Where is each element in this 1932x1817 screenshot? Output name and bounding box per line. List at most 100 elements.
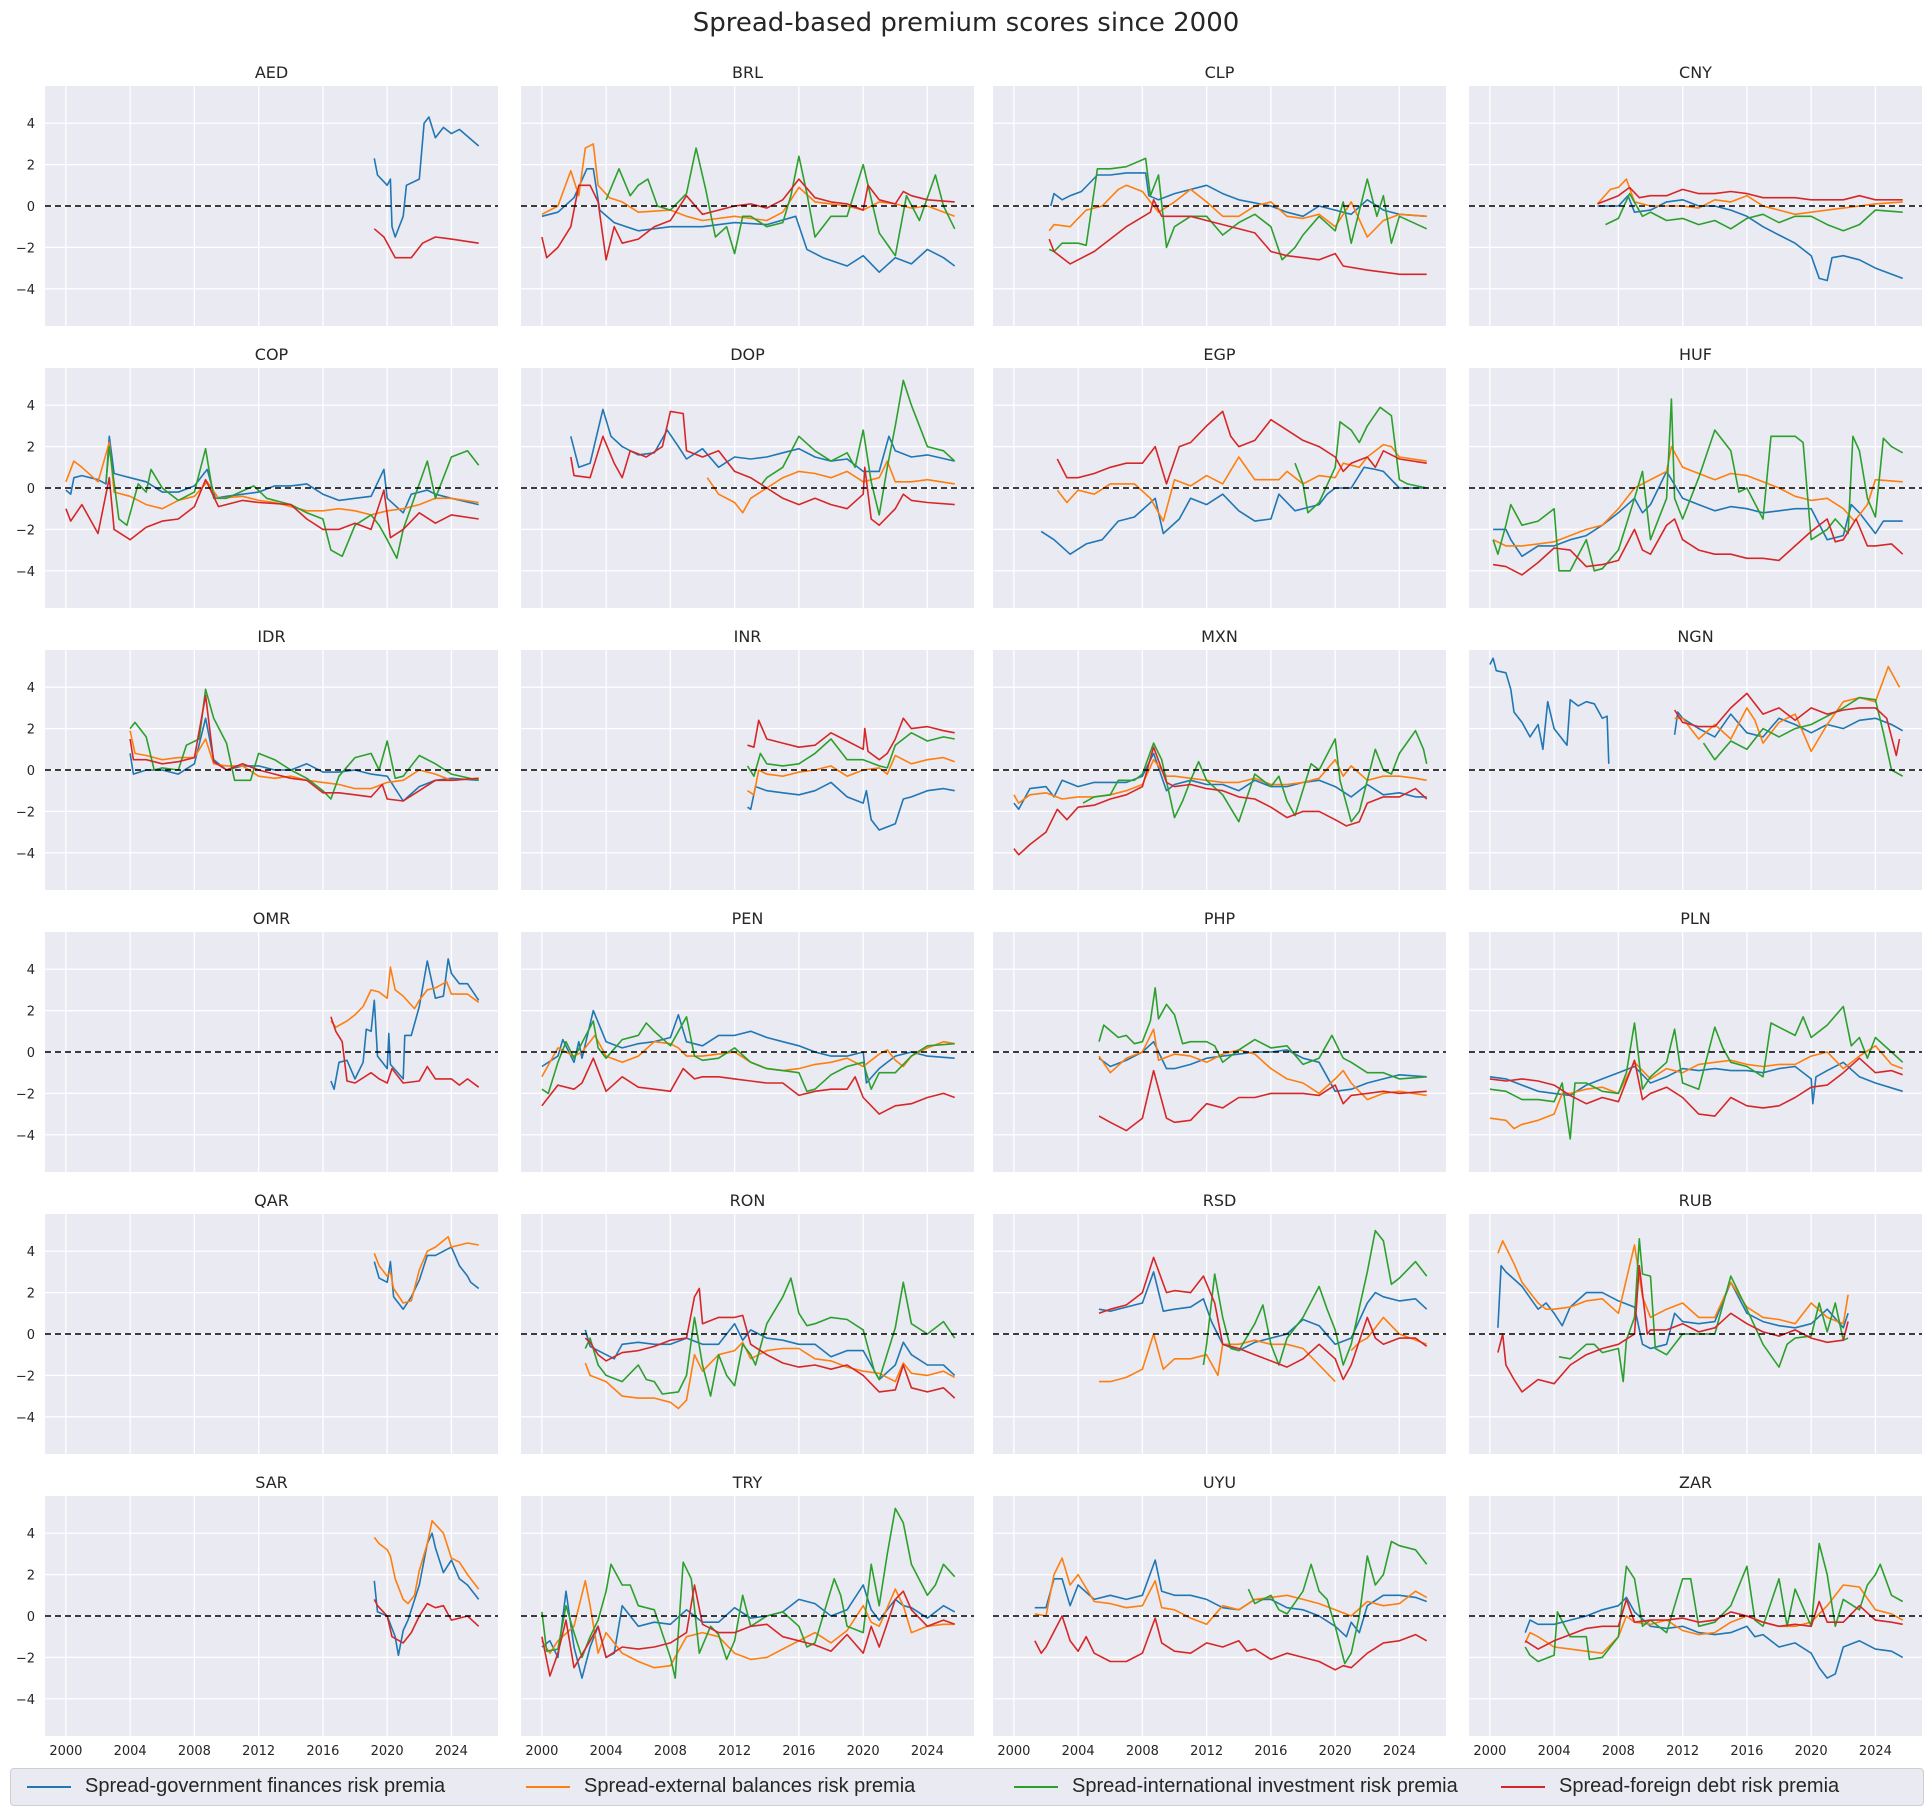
legend-label-gov: Spread-government finances risk premia [85,1775,446,1797]
series-line-gov [1034,1559,1427,1638]
panel-title: ZAR [1679,1473,1712,1492]
legend: Spread-government finances risk premia S… [10,1768,1924,1806]
x-tick-label: 2004 [1062,1744,1095,1759]
y-tick-label: 2 [27,723,35,738]
y-tick-label: 2 [27,1005,35,1020]
series-line-ext [1056,443,1427,522]
legend-swatch-intl [1014,1785,1058,1788]
panel-uyu: UYU 2000 2004 2008 2012 2016 2020 2024 [993,1473,1446,1759]
series-line-ext [1098,1028,1427,1101]
legend-item-intl: Spread-international investment risk pre… [1014,1775,1458,1798]
x-tick-label: 2008 [1602,1744,1635,1759]
y-tick-label: −2 [16,241,35,256]
y-tick-label: 4 [27,963,35,978]
y-tick-label: −2 [16,805,35,820]
series-line-ext [1034,1557,1428,1626]
x-tick-label: 2024 [1859,1744,1892,1759]
panel-idr: IDR −4 −2 0 2 4 [16,627,498,890]
y-tick-label: −4 [16,565,35,580]
series-line-intl [1294,406,1427,514]
series-line-gov [1497,1264,1849,1350]
x-tick-label: 2016 [782,1744,815,1759]
series-line-ext [1489,1045,1903,1130]
x-tick-label: 2008 [1126,1744,1159,1759]
series-line-gov [1098,1271,1428,1352]
x-tick-label: 2004 [590,1744,623,1759]
panel-omr: OMR −4 −2 0 2 4 [16,909,498,1172]
panel-egp: EGP [993,345,1446,608]
y-tick-label: 4 [27,117,35,132]
panel-try: TRY 2000 2004 2008 2012 2016 2020 2024 [521,1473,974,1759]
legend-label-intl: Spread-international investment risk pre… [1072,1775,1458,1797]
panel-title: NGN [1677,627,1713,646]
series-line-gov [1050,172,1427,218]
x-tick-label: 2020 [847,1744,880,1759]
panel-title: RUB [1679,1191,1713,1210]
series-line-gov [584,1322,956,1381]
series-line-gov [541,168,956,273]
series-line-ext [129,730,479,790]
panel-title: IDR [257,627,285,646]
series-line-ext [1013,758,1427,804]
panel-title: TRY [732,1473,763,1492]
series-line-gov [1597,194,1903,282]
panel-title: COP [255,345,289,364]
y-tick-label: 4 [27,1527,35,1542]
panel-title: SAR [255,1473,288,1492]
x-tick-label: 2020 [371,1744,404,1759]
series-line-intl [1082,729,1428,823]
y-tick-label: 0 [27,482,35,497]
y-tick-label: 2 [27,441,35,456]
y-tick-label: −4 [16,283,35,298]
panel-aed: AED −4 −2 0 2 4 [16,63,498,326]
x-tick-label: 2020 [1795,1744,1828,1759]
series-line-gov [1040,466,1427,555]
series-line-debt [1673,692,1901,757]
panel-title: MXN [1201,627,1238,646]
y-tick-label: −2 [16,1369,35,1384]
series-line-intl [1702,696,1904,777]
series-line-intl [1247,1540,1428,1665]
panel-zar: ZAR 2000 2004 2008 2012 2016 2020 2024 [1469,1473,1922,1759]
series-line-debt [541,1057,955,1115]
series-line-debt [584,1287,956,1399]
series-line-debt [373,228,479,259]
series-line-debt [541,178,955,261]
y-tick-label: −2 [16,1087,35,1102]
series-line-intl [541,1016,955,1095]
y-tick-label: 4 [27,1245,35,1260]
series-line-debt [1492,518,1904,576]
x-tick-label: 2008 [178,1744,211,1759]
series-line-intl [584,1277,956,1397]
panel-pln: PLN [1469,909,1922,1172]
series-line-intl [605,147,956,257]
panel-rub: RUB [1469,1191,1922,1454]
series-line-debt [1034,1615,1428,1671]
series-line-ext [584,1341,956,1410]
y-tick-label: −4 [16,1693,35,1708]
panel-qar: QAR −4 −2 0 2 4 [16,1191,498,1454]
y-tick-label: −2 [16,1651,35,1666]
series-line-debt [129,694,479,802]
series-line-gov [373,1532,480,1657]
series-line-gov [570,408,955,473]
y-tick-label: 0 [27,200,35,215]
series-line-ext [1492,445,1903,547]
panel-clp: CLP [993,63,1446,326]
panel-title: PHP [1204,909,1236,928]
series-line-debt [1597,186,1903,205]
series-line-debt [1048,199,1427,276]
series-line-debt [1098,1069,1427,1132]
x-tick-label: 2004 [114,1744,147,1759]
series-line-gov [373,116,480,238]
series-line-ext [541,1580,955,1669]
panel-mxn: MXN [993,627,1446,890]
series-line-debt [65,476,479,541]
y-tick-label: 2 [27,159,35,174]
series-line-intl [541,1507,956,1679]
x-tick-label: 2024 [1383,1744,1416,1759]
y-tick-label: 2 [27,1569,35,1584]
series-line-ext [747,754,955,796]
series-line-debt [373,1599,480,1644]
panel-title: BRL [732,63,763,82]
